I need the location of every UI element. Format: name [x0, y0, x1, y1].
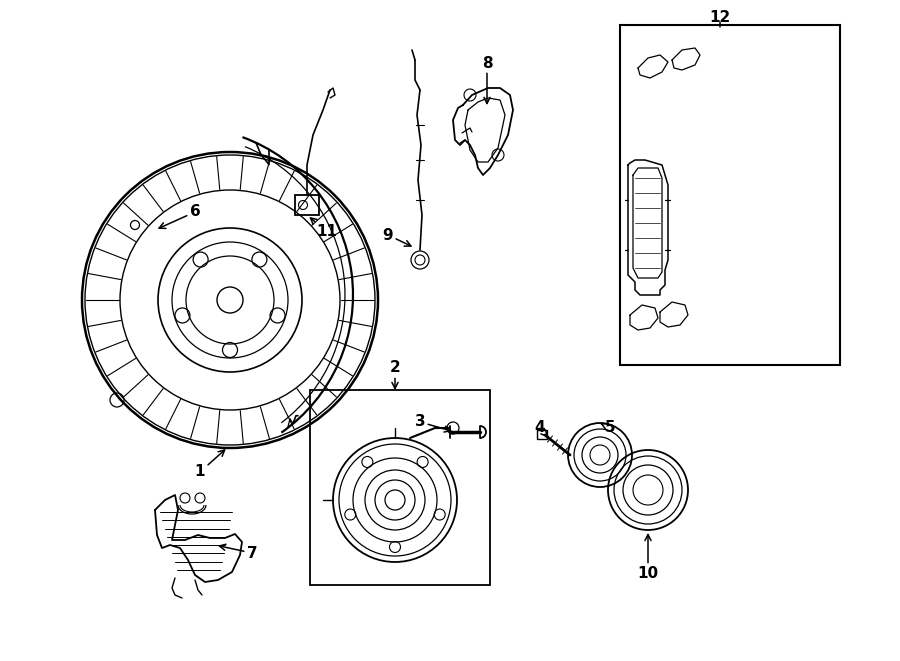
Text: 1: 1	[194, 450, 225, 479]
Text: 12: 12	[709, 11, 731, 26]
Text: 11: 11	[310, 218, 338, 239]
Bar	[537, 430, 547, 439]
Text: 9: 9	[382, 227, 411, 246]
Bar	[310, 390, 490, 585]
Bar	[295, 195, 319, 215]
Text: 2: 2	[390, 360, 400, 389]
Text: 6: 6	[159, 204, 201, 229]
Text: 7: 7	[220, 544, 257, 561]
Text: 4: 4	[535, 420, 548, 438]
Bar	[620, 25, 840, 365]
Text: 10: 10	[637, 535, 659, 580]
Text: 3: 3	[415, 414, 451, 432]
Text: 8: 8	[482, 56, 492, 104]
Text: 5: 5	[601, 420, 616, 436]
